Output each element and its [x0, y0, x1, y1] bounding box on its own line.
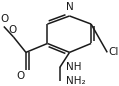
Text: N: N — [66, 2, 73, 12]
Text: O: O — [0, 14, 8, 24]
Text: O: O — [8, 25, 17, 35]
Text: O: O — [16, 71, 25, 81]
Text: NH₂: NH₂ — [66, 76, 86, 86]
Text: NH: NH — [66, 62, 82, 72]
Text: Cl: Cl — [108, 47, 119, 57]
